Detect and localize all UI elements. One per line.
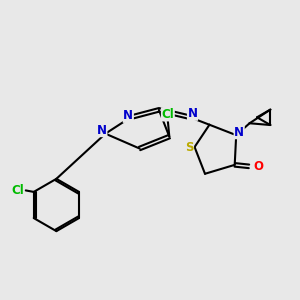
Text: S: S (185, 140, 194, 154)
Text: Cl: Cl (161, 108, 174, 121)
Text: N: N (123, 109, 133, 122)
Text: N: N (188, 107, 197, 120)
Text: N: N (234, 126, 244, 139)
Text: O: O (253, 160, 263, 173)
Text: N: N (97, 124, 107, 136)
Text: Cl: Cl (11, 184, 24, 197)
